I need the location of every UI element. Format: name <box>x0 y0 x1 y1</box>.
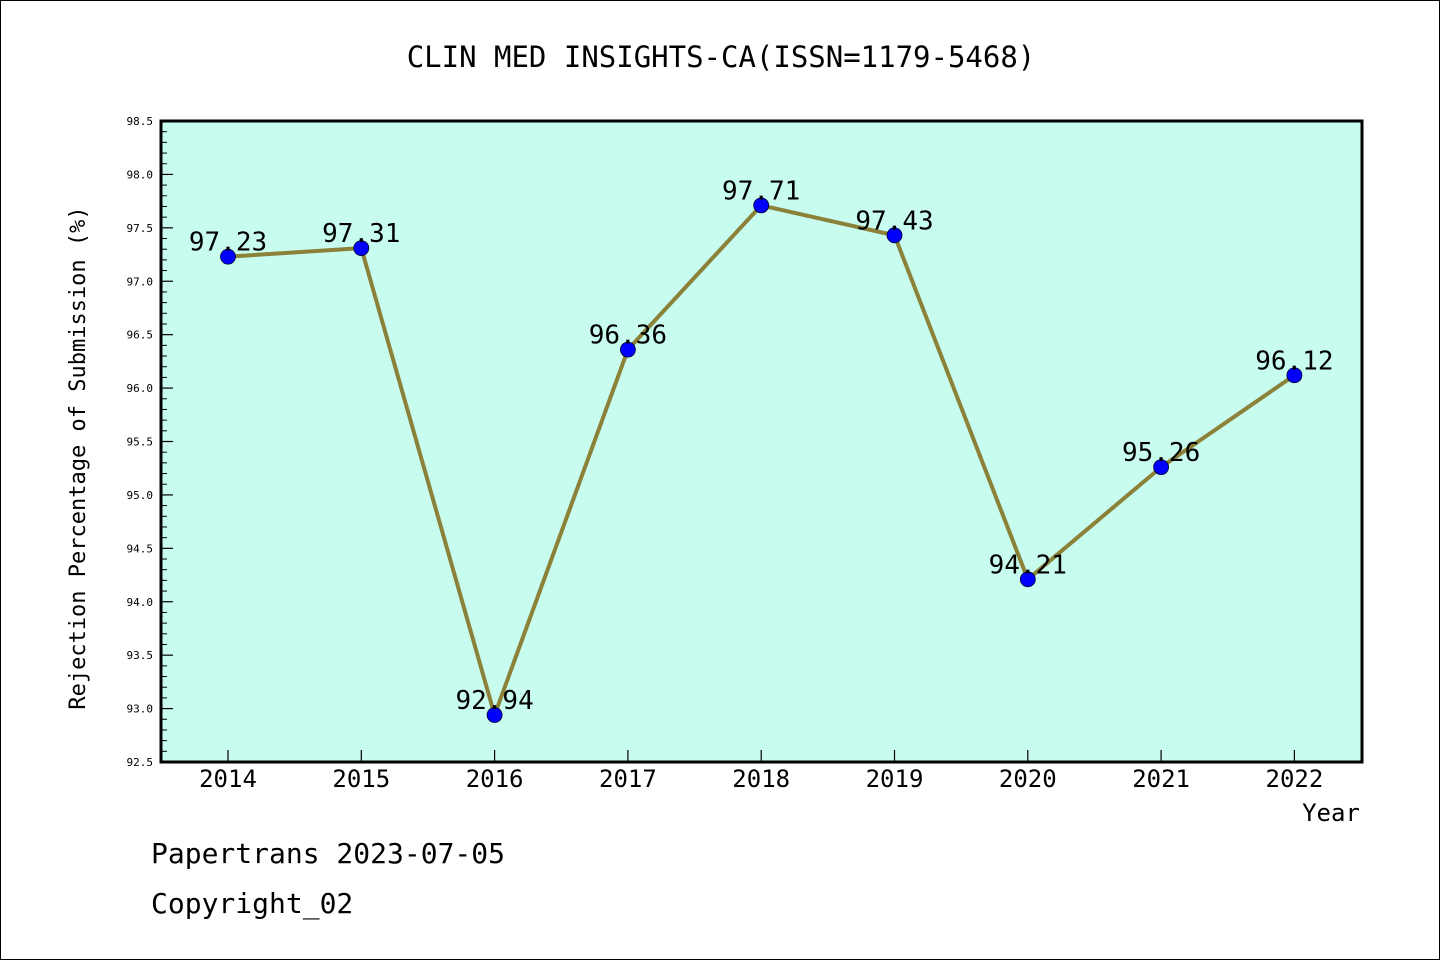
x-tick-label: 2022 <box>1266 765 1324 793</box>
data-point <box>620 341 636 358</box>
y-axis-label: Rejection Percentage of Submission (%) <box>66 206 91 709</box>
plot-area <box>159 119 1364 764</box>
x-tick-label: 2017 <box>599 765 657 793</box>
y-tick-label: 98.5 <box>127 115 154 128</box>
footer-date: Papertrans 2023-07-05 <box>151 837 506 870</box>
data-point <box>353 240 370 257</box>
data-point <box>753 197 770 214</box>
data-label: 97.43 <box>855 206 933 236</box>
data-point <box>1153 459 1169 476</box>
y-tick-label: 96.0 <box>127 382 154 395</box>
data-label: 96.36 <box>589 321 667 351</box>
x-tick-label: 2019 <box>866 765 924 793</box>
x-axis-label: Year <box>1302 799 1360 827</box>
x-tick-label: 2021 <box>1132 765 1190 793</box>
y-tick-label: 97.0 <box>127 275 154 288</box>
x-tick-label: 2015 <box>332 765 390 793</box>
data-point <box>486 707 503 723</box>
data-point <box>1019 571 1036 588</box>
y-tick-label: 96.5 <box>127 329 154 342</box>
y-tick-label: 94.5 <box>127 542 154 555</box>
y-tick-label: 98.0 <box>127 168 154 181</box>
data-label: 97.71 <box>722 176 800 206</box>
y-tick-label: 97.5 <box>127 222 154 235</box>
x-axis: 2014 2015 2016 2017 2018 2019 2020 2021 2022 <box>199 750 1323 793</box>
data-label: 96.12 <box>1255 346 1333 376</box>
y-tick-label: 95.0 <box>127 489 154 502</box>
y-axis: 92.5 93.0 93.5 94.0 94.5 95.0 95.5 96.0 96.5 97.0… <box>127 115 173 769</box>
data-label: 95.26 <box>1122 438 1200 468</box>
chart-title: CLIN MED INSIGHTS-CA(ISSN=1179-5468) <box>407 40 1036 74</box>
x-tick-label: 2014 <box>199 765 257 793</box>
data-labels: 97.23 97.31 92.94 96.36 97.71 97.43 94.21 95.26… <box>189 176 1334 716</box>
x-tick-label: 2020 <box>999 765 1057 793</box>
data-point <box>220 248 236 265</box>
x-tick-label: 2016 <box>466 765 524 793</box>
x-tick-label: 2018 <box>732 765 790 793</box>
data-point <box>886 227 903 244</box>
data-points <box>220 197 1303 723</box>
y-tick-label: 94.0 <box>127 596 154 609</box>
data-label: 97.31 <box>322 219 400 249</box>
data-label: 92.94 <box>455 686 533 716</box>
y-tick-label: 95.5 <box>127 436 154 449</box>
footer-copyright: Copyright_02 <box>151 887 354 920</box>
data-label: 94.21 <box>989 550 1067 580</box>
y-tick-label: 93.0 <box>127 703 154 716</box>
data-label: 97.23 <box>189 228 267 258</box>
y-tick-label: 93.5 <box>127 649 154 662</box>
data-point <box>1286 367 1303 384</box>
y-tick-label: 92.5 <box>127 756 154 769</box>
